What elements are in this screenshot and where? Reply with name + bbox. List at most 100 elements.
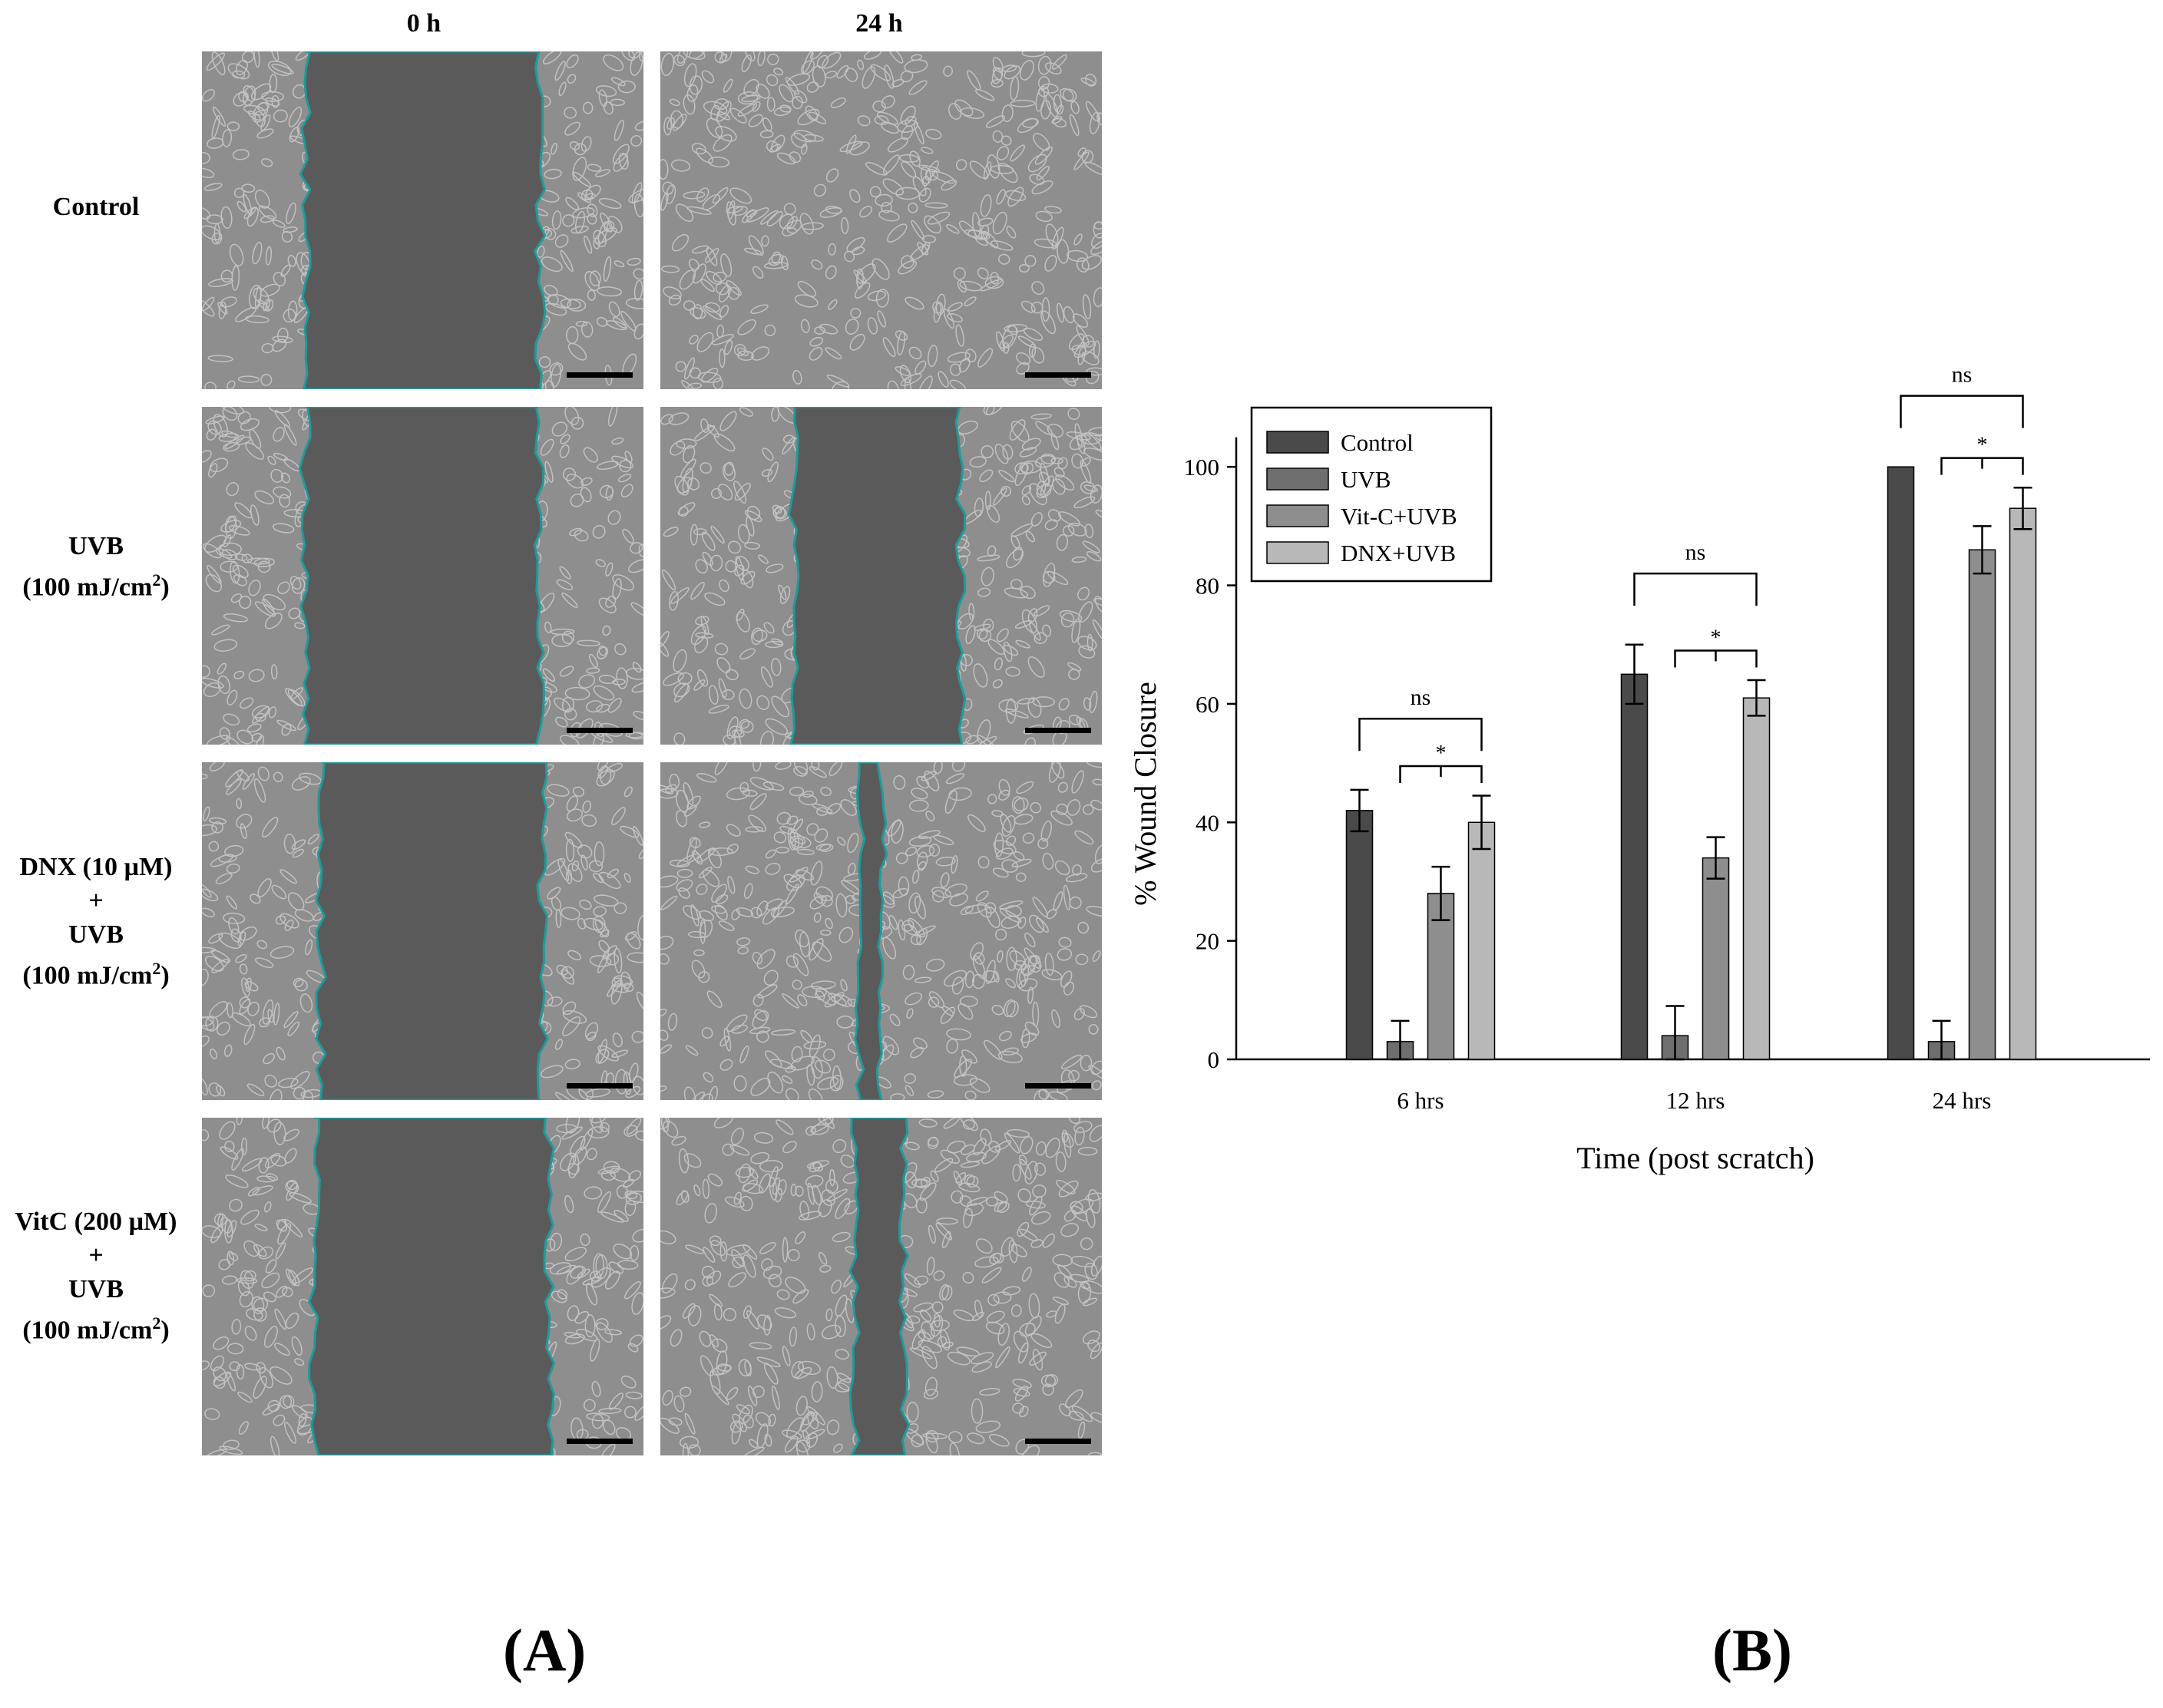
panel-a-label: (A): [503, 1617, 587, 1683]
micrograph-image: [660, 51, 1102, 389]
legend-label: Control: [1341, 429, 1414, 456]
bar-DNX+UVB: [1742, 697, 1771, 1060]
x-tick-label: 6 hrs: [1397, 1087, 1444, 1114]
chart-legend: Control UVB Vit-C+UVB DNX+UVB: [1250, 406, 1493, 583]
cell-texture: [660, 51, 1102, 389]
row-label-line: UVB: [68, 532, 124, 560]
bar-Control: [1887, 466, 1915, 1060]
x-tick-label: 24 hrs: [1933, 1087, 1992, 1114]
scale-bar: [1025, 1439, 1091, 1444]
micrograph-0h: [202, 51, 643, 389]
micrograph-0h: [202, 407, 643, 745]
column-header-0h: 0 h: [406, 9, 442, 38]
micrograph-0h: [202, 762, 643, 1100]
y-tick-label: 80: [1196, 573, 1219, 600]
micrograph-24h: [660, 407, 1102, 745]
y-tick-label: 40: [1196, 809, 1219, 836]
scale-bar: [567, 728, 633, 733]
y-tick-label: 0: [1208, 1046, 1220, 1073]
micrograph-24h: [660, 1118, 1102, 1455]
micrograph-image: [660, 762, 1102, 1100]
row-label-dose: (100 mJ/cm: [22, 1316, 153, 1345]
scale-bar: [567, 1083, 633, 1089]
significance-bracket: [1633, 572, 1758, 606]
row-label-dnx: DNX (10 µM) + UVB (100 mJ/cm2): [0, 851, 192, 993]
row-label-line: +: [88, 1241, 104, 1270]
micrograph-24h: [660, 762, 1102, 1100]
significance-bracket: [1358, 717, 1483, 752]
row-label-line: UVB: [68, 920, 124, 949]
row-label-close: ): [160, 573, 170, 602]
micrograph-image: [202, 407, 643, 745]
scale-bar: [567, 1439, 633, 1444]
micrograph-0h: [202, 1118, 643, 1455]
wound-area: [307, 1118, 556, 1455]
y-tick-label: 60: [1196, 691, 1219, 718]
x-tick-label: 12 hrs: [1666, 1087, 1725, 1114]
row-label-uvb: UVB (100 mJ/cm2): [0, 530, 192, 604]
wound-area: [298, 407, 545, 745]
legend-label: DNX+UVB: [1341, 540, 1456, 567]
scale-bar: [1025, 372, 1091, 378]
row-label-line: Control: [52, 193, 140, 221]
chart-axes: 0 20 40 60 80 100 % Wound Closure Time (post sc…: [1128, 437, 2150, 1175]
row-label-exponent: 2: [152, 570, 161, 590]
legend-label: Vit-C+UVB: [1341, 503, 1457, 530]
y-tick-label: 100: [1184, 454, 1220, 481]
wound-area: [315, 762, 549, 1100]
y-tick-label: 20: [1196, 928, 1219, 955]
scale-bar: [567, 372, 633, 378]
row-label-dose: (100 mJ/cm: [22, 961, 153, 990]
cell-texture: [660, 762, 1102, 1100]
bar-Control: [1345, 810, 1374, 1060]
x-axis-label: Time (post scratch): [1576, 1141, 1814, 1175]
micrograph-24h: [660, 51, 1102, 389]
significance-label: ns: [1411, 685, 1431, 710]
significance-label: *: [1436, 742, 1447, 765]
legend-swatch: [1266, 431, 1329, 454]
row-label-dose: (100 mJ/cm: [22, 573, 153, 602]
micrograph-image: [660, 1118, 1102, 1455]
scale-bar: [1025, 1083, 1091, 1089]
panel-b-label: (B): [1712, 1617, 1792, 1683]
row-label-exponent: 2: [152, 959, 161, 978]
legend-swatch: [1266, 467, 1329, 491]
y-axis-label: % Wound Closure: [1128, 682, 1163, 906]
row-label-exponent: 2: [152, 1313, 161, 1333]
wound-area: [299, 51, 547, 389]
row-label-close: ): [160, 961, 170, 990]
significance-label: ns: [1952, 362, 1973, 388]
chart-annotations: ns * ns * ns *: [1358, 362, 2024, 783]
micrograph-image: [660, 407, 1102, 745]
significance-label: *: [1977, 434, 1988, 458]
wound-area: [854, 762, 888, 1100]
significance-bracket: [1900, 395, 2024, 428]
micrograph-image: [202, 762, 643, 1100]
bar-DNX+UVB: [1467, 821, 1496, 1060]
row-label-line: VitC (200 µM): [15, 1207, 177, 1236]
bar-Control: [1620, 673, 1649, 1060]
legend-swatch: [1266, 541, 1329, 564]
row-label-control: Control: [0, 190, 192, 224]
legend-swatch: [1266, 504, 1329, 527]
wound-area: [848, 1118, 911, 1455]
significance-label: ns: [1685, 540, 1706, 565]
cell-layer: [660, 51, 1102, 389]
bar-Vit-C+UVB: [1427, 893, 1455, 1060]
row-label-line: DNX (10 µM): [19, 853, 173, 881]
significance-label: *: [1711, 626, 1721, 649]
row-label-line: UVB: [68, 1275, 124, 1303]
bar-Vit-C+UVB: [1968, 549, 1996, 1060]
bar-DNX+UVB: [2009, 507, 2037, 1060]
row-label-close: ): [160, 1316, 170, 1345]
row-label-line: +: [88, 887, 104, 915]
wound-area: [787, 407, 967, 745]
row-label-vitc: VitC (200 µM) + UVB (100 mJ/cm2): [0, 1205, 192, 1347]
bar-Vit-C+UVB: [1702, 857, 1730, 1060]
micrograph-image: [202, 1118, 643, 1455]
chart-bars: [1345, 466, 2037, 1061]
scale-bar: [1025, 728, 1091, 733]
column-header-24h: 24 h: [855, 9, 903, 38]
micrograph-image: [202, 51, 643, 389]
legend-label: UVB: [1341, 466, 1391, 493]
